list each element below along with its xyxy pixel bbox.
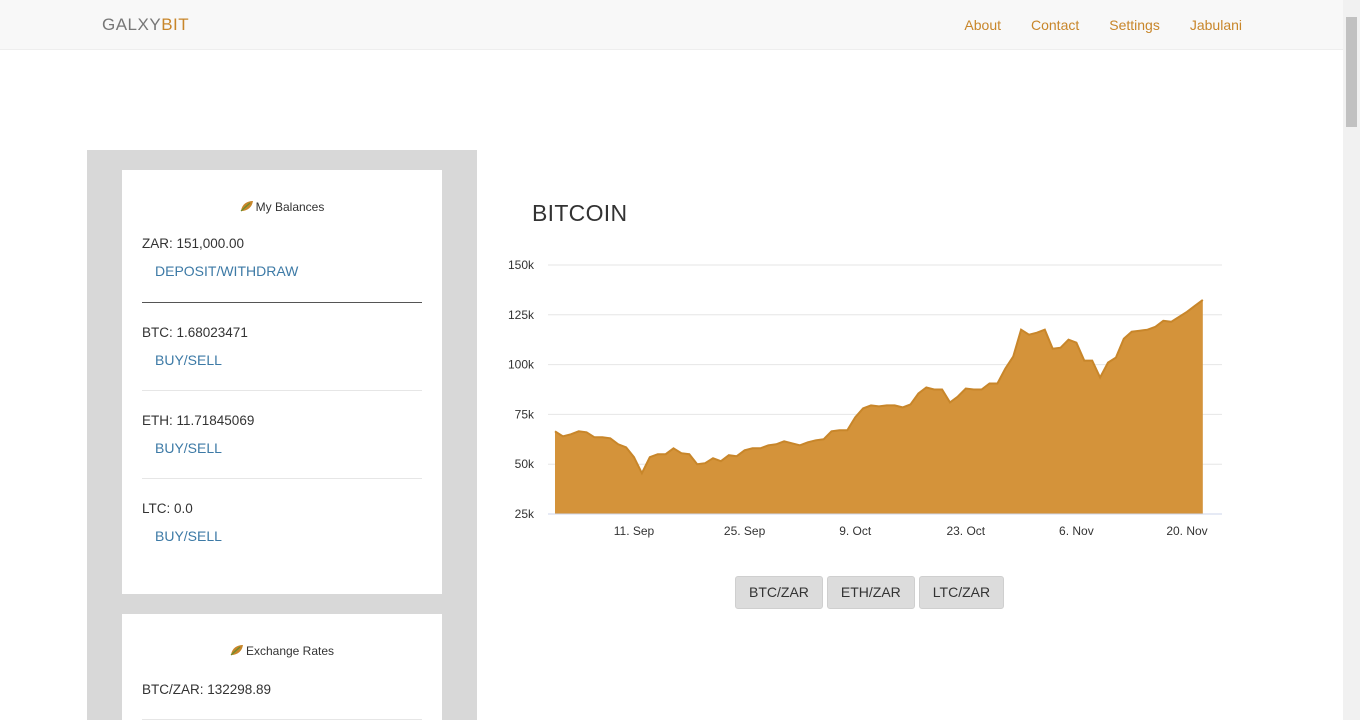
btc-zar-button[interactable]: BTC/ZAR	[735, 576, 823, 609]
scrollbar-thumb[interactable]	[1346, 17, 1357, 127]
nav-user[interactable]: Jabulani	[1189, 17, 1242, 33]
x-tick-label: 20. Nov	[1166, 524, 1207, 538]
eth-buy-sell-link[interactable]: BUY/SELL	[155, 440, 222, 456]
x-tick-label: 6. Nov	[1059, 524, 1094, 538]
y-tick-label: 100k	[508, 358, 535, 372]
ltc-zar-button[interactable]: LTC/ZAR	[918, 576, 1005, 609]
leaf-icon	[230, 645, 243, 656]
navbar: GALXYBIT About Contact Settings Jabulani	[0, 0, 1343, 50]
x-tick-label: 25. Sep	[724, 524, 766, 538]
divider	[142, 390, 422, 391]
balances-card: My Balances ZAR: 151,000.00 DEPOSIT/WITH…	[122, 170, 442, 594]
price-line	[554, 299, 1204, 476]
nav-links: About Contact Settings Jabulani	[964, 17, 1242, 33]
sidebar: My Balances ZAR: 151,000.00 DEPOSIT/WITH…	[87, 150, 477, 720]
rates-title-text: Exchange Rates	[245, 644, 335, 658]
divider	[142, 302, 422, 303]
divider	[142, 478, 422, 479]
brand-part1: GALXY	[102, 15, 162, 34]
x-tick-label: 23. Oct	[946, 524, 985, 538]
brand-logo[interactable]: GALXYBIT	[102, 15, 189, 35]
vertical-scrollbar[interactable]	[1343, 0, 1360, 720]
y-tick-label: 25k	[515, 507, 535, 521]
btc-buy-sell-link[interactable]: BUY/SELL	[155, 352, 222, 368]
deposit-withdraw-link[interactable]: DEPOSIT/WITHDRAW	[155, 263, 299, 279]
pair-buttons: BTC/ZAR ETH/ZAR LTC/ZAR	[735, 576, 1005, 609]
zar-balance: ZAR: 151,000.00	[142, 236, 245, 251]
eth-balance: ETH: 11.71845069	[142, 413, 255, 428]
eth-zar-button[interactable]: ETH/ZAR	[826, 576, 915, 609]
leaf-icon	[240, 201, 253, 212]
balances-title: My Balances	[142, 200, 422, 216]
btc-balance: BTC: 1.68023471	[142, 325, 248, 340]
chart-heading: BITCOIN	[532, 200, 628, 226]
brand-part2: BIT	[161, 15, 190, 34]
x-tick-label: 9. Oct	[839, 524, 872, 538]
x-tick-label: 11. Sep	[614, 524, 655, 538]
nav-contact[interactable]: Contact	[1031, 17, 1080, 33]
btc-zar-rate: BTC/ZAR: 132298.89	[142, 682, 272, 697]
nav-about[interactable]: About	[964, 17, 1001, 33]
ltc-buy-sell-link[interactable]: BUY/SELL	[155, 528, 222, 544]
y-tick-label: 150k	[508, 258, 535, 272]
rates-card: Exchange Rates BTC/ZAR: 132298.89	[122, 614, 442, 720]
nav-settings[interactable]: Settings	[1109, 17, 1160, 33]
ltc-balance: LTC: 0.0	[142, 501, 193, 516]
price-chart: 25k 50k 75k 100k 125k 150k 11. Sep 25. Sep 9. Oc…	[508, 258, 1222, 538]
y-tick-label: 125k	[508, 308, 535, 322]
y-tick-label: 75k	[515, 407, 535, 421]
rates-title: Exchange Rates	[142, 644, 422, 660]
balances-title-text: My Balances	[255, 200, 325, 214]
y-tick-label: 50k	[515, 457, 535, 471]
